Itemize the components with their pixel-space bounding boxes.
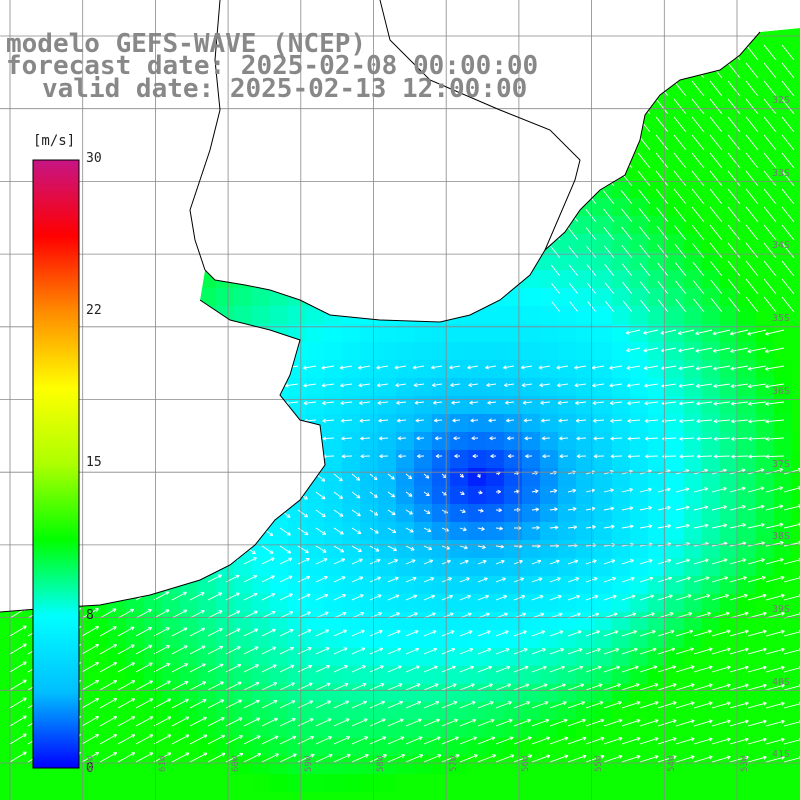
- lon-label: 54W: [667, 755, 677, 772]
- lat-label: 33S: [772, 168, 791, 179]
- lat-label: 37S: [772, 459, 791, 470]
- colorbar-tick-0: 0: [86, 761, 94, 776]
- lat-label: 34S: [772, 240, 791, 251]
- lon-label: 57W: [449, 755, 459, 772]
- forecast-date: forecast date: 2025-02-08 00:00:00: [6, 51, 539, 81]
- lon-label: 53W: [740, 755, 750, 772]
- lon-label: 56W: [521, 755, 531, 772]
- lon-label: 58W: [376, 755, 386, 772]
- coastline: [0, 0, 761, 613]
- lon-label: 59W: [304, 755, 314, 772]
- colorbar-gradient: [32, 159, 80, 769]
- colorbar-tick-30: 30: [86, 151, 102, 166]
- lon-label: 60W: [231, 755, 241, 772]
- colorbar-unit: [m/s]: [33, 133, 76, 149]
- lat-label: 39S: [772, 604, 791, 615]
- lat-label: 41S: [772, 749, 791, 760]
- lon-label: 55W: [594, 755, 604, 772]
- wind-arrows: [22, 647, 800, 760]
- lat-label: 32S: [772, 95, 791, 106]
- colorbar-tick-15: 15: [86, 455, 102, 470]
- lat-label: 35S: [772, 313, 791, 324]
- valid-date: valid date: 2025-02-13 12:00:00: [42, 74, 528, 104]
- lat-label: 40S: [772, 677, 791, 688]
- colorbar-tick-8: 8: [86, 608, 94, 623]
- lat-label: 36S: [772, 386, 791, 397]
- lon-label: 61W: [158, 755, 168, 772]
- model-title: modelo GEFS-WAVE (NCEP): [6, 29, 367, 59]
- lon-label: 62W: [86, 755, 96, 772]
- colorbar: [32, 159, 80, 769]
- lat-label: 38S: [772, 531, 791, 542]
- colorbar-tick-22: 22: [86, 303, 102, 318]
